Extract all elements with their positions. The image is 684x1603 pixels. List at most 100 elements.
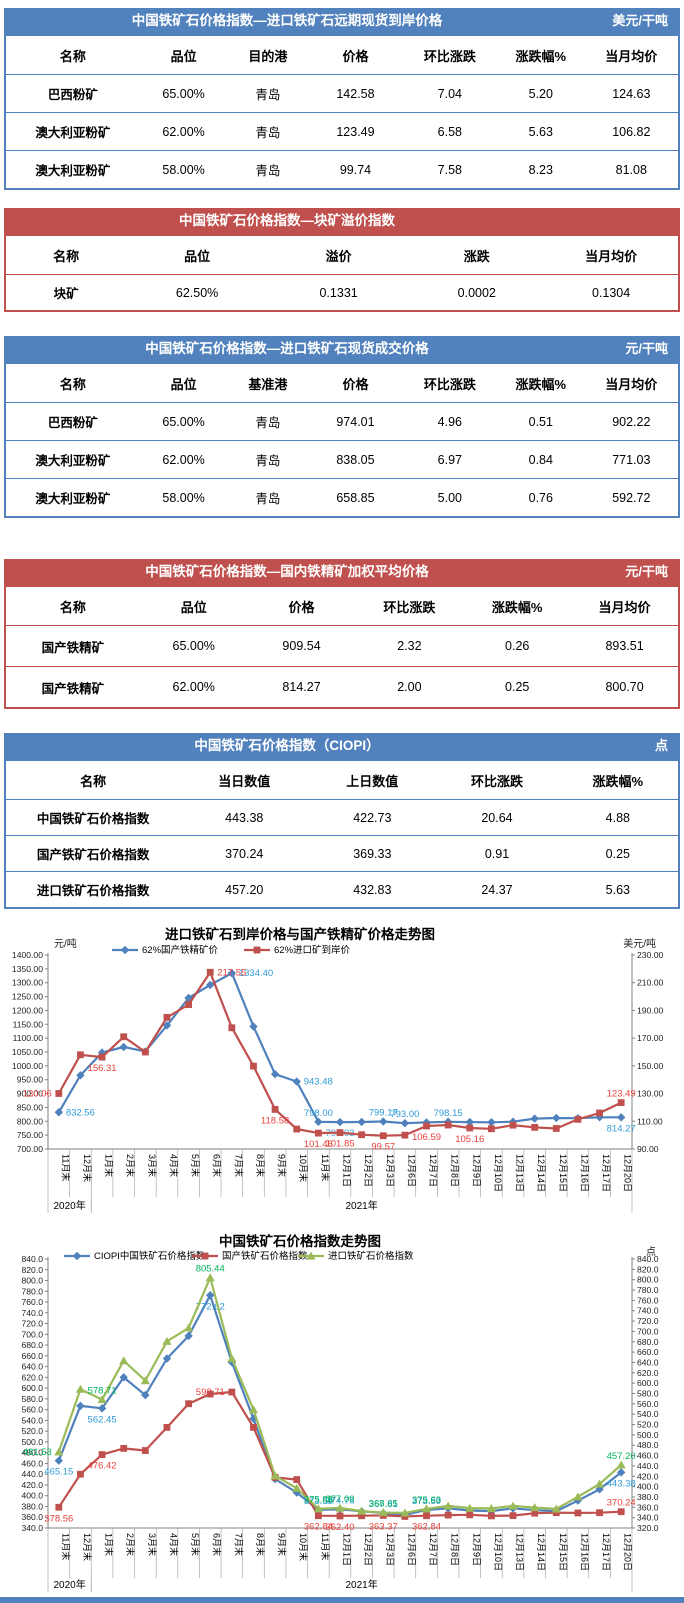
x-axis-label: 8月末 [255, 1154, 266, 1177]
right-tick-label: 780.0 [637, 1285, 659, 1295]
value-cell: 4.96 [402, 402, 497, 441]
value-cell: 7.04 [402, 74, 497, 113]
x-axis-label: 12月末 [82, 1533, 93, 1561]
table-lump-premium-index: 中国铁矿石价格指数—块矿溢价指数 名称 品位 溢价 涨跌 当月均价 块矿 62.50% 0.1… [4, 208, 680, 312]
value-cell: 青岛 [227, 478, 309, 517]
column-header: 环比涨跌 [355, 586, 464, 626]
left-tick-label: 1200.00 [12, 1005, 43, 1015]
triangle-marker [551, 1504, 561, 1513]
value-cell: 青岛 [227, 402, 309, 441]
column-header: 涨跌幅% [497, 35, 585, 75]
value-cell: 2.32 [355, 625, 464, 667]
square-marker [552, 1125, 560, 1132]
data-label: 772.62 [196, 1301, 225, 1312]
bottom-divider-bar [0, 1597, 684, 1603]
left-tick-label: 850.00 [17, 1102, 44, 1112]
row-name-cell: 进口铁矿石价格指数 [5, 871, 181, 908]
diamond-marker [141, 1390, 150, 1400]
diamond-marker [616, 1468, 626, 1477]
right-tick-label: 150.00 [637, 1061, 664, 1071]
diamond-marker [72, 1251, 82, 1261]
data-label: 367.81 [369, 1499, 398, 1510]
column-header: 环比涨跌 [402, 35, 497, 75]
diamond-marker [184, 993, 193, 1003]
data-label: 373.59 [412, 1496, 441, 1507]
row-name-cell: 澳大利亚粉矿 [5, 440, 140, 479]
left-tick-label: 620.0 [21, 1372, 43, 1382]
table-import-spot-deal-price: 中国铁矿石价格指数—进口铁矿石现货成交价格 元/干吨 名称 品位 基准港 价格 环比涨跌… [4, 336, 680, 518]
data-label: 375.83 [304, 1495, 333, 1506]
x-axis-label: 2月末 [125, 1154, 136, 1177]
square-marker [120, 1033, 128, 1041]
data-label: 805.44 [196, 1264, 225, 1275]
table-title: 中国铁矿石价格指数（CIOPI） [194, 738, 380, 753]
diamond-marker [162, 1021, 172, 1030]
triangle-marker [465, 1503, 475, 1512]
data-label: 799.17 [369, 1108, 398, 1119]
column-header: 名称 [5, 586, 140, 626]
triangle-marker [400, 1508, 410, 1517]
left-tick-label: 540.0 [21, 1415, 43, 1425]
value-cell: 0.76 [497, 478, 585, 517]
column-header: 溢价 [267, 235, 410, 275]
diamond-marker [314, 1117, 323, 1127]
left-tick-label: 380.0 [21, 1501, 43, 1511]
left-tick-label: 840.0 [21, 1254, 43, 1264]
left-tick-label: 600.0 [21, 1383, 43, 1393]
value-cell: 65.00% [139, 74, 228, 113]
square-marker [293, 1125, 301, 1133]
x-axis-label: 12月13日 [515, 1154, 525, 1192]
right-tick-label: 230.00 [637, 950, 664, 960]
square-marker [596, 1109, 603, 1117]
data-label: 832.56 [66, 1107, 95, 1118]
square-marker [596, 1509, 603, 1517]
data-label: 798.00 [304, 1108, 333, 1119]
x-axis-label: 12月末 [82, 1154, 93, 1182]
value-cell: 909.54 [247, 625, 356, 667]
column-header: 涨跌幅% [497, 363, 585, 403]
left-tick-label: 580.0 [21, 1394, 43, 1404]
table-row: 块矿 62.50% 0.1331 0.0002 0.1304 [5, 274, 679, 311]
x-axis-label: 6月末 [212, 1154, 223, 1177]
diamond-marker [97, 1404, 107, 1413]
table-header-row: 名称 品位 目的港 价格 环比涨跌 涨跌幅% 当月均价 [5, 35, 679, 75]
year-label: 2020年 [54, 1199, 86, 1212]
diamond-marker [400, 1119, 410, 1128]
table-row: 澳大利亚粉矿 58.00% 青岛 658.85 5.00 0.76 592.72 [5, 478, 679, 517]
left-tick-label: 480.0 [21, 1448, 43, 1458]
data-label: 130.06 [23, 1088, 52, 1099]
square-marker [617, 1508, 625, 1516]
left-tick-label: 1400.00 [12, 950, 43, 960]
triangle-marker [357, 1506, 367, 1515]
data-label: 101.46 [304, 1139, 333, 1150]
triangle-marker [270, 1471, 280, 1480]
square-marker [444, 1511, 452, 1519]
right-tick-label: 560.0 [637, 1399, 659, 1409]
square-marker [574, 1509, 582, 1517]
data-label: 375.63 [412, 1495, 441, 1506]
column-header: 当月均价 [544, 235, 679, 275]
left-tick-label: 750.00 [17, 1130, 44, 1140]
x-axis-label: 12月3日 [385, 1533, 395, 1566]
right-tick-label: 210.00 [637, 978, 664, 988]
square-marker [98, 1451, 106, 1459]
x-axis-label: 1月末 [104, 1154, 115, 1177]
column-header: 价格 [247, 586, 356, 626]
square-marker [250, 1062, 257, 1070]
triangle-marker [140, 1376, 150, 1385]
x-axis-label: 9月末 [277, 1533, 288, 1556]
right-tick-label: 760.0 [637, 1295, 659, 1305]
left-tick-label: 800.0 [21, 1276, 43, 1286]
square-marker [531, 1123, 539, 1131]
table-row: 国产铁精矿 65.00% 909.54 2.32 0.26 893.51 [5, 625, 679, 667]
right-tick-label: 620.0 [637, 1368, 659, 1378]
table-row: 巴西粉矿 65.00% 青岛 142.58 7.04 5.20 124.63 [5, 74, 679, 113]
square-marker [314, 1129, 322, 1137]
right-tick-label: 580.0 [637, 1389, 659, 1399]
triangle-marker [292, 1483, 302, 1492]
row-name-cell: 中国铁矿石价格指数 [5, 799, 181, 836]
triangle-marker [313, 1504, 323, 1513]
x-axis-label: 12月16日 [579, 1154, 589, 1192]
x-axis-label: 11月末 [60, 1154, 71, 1181]
